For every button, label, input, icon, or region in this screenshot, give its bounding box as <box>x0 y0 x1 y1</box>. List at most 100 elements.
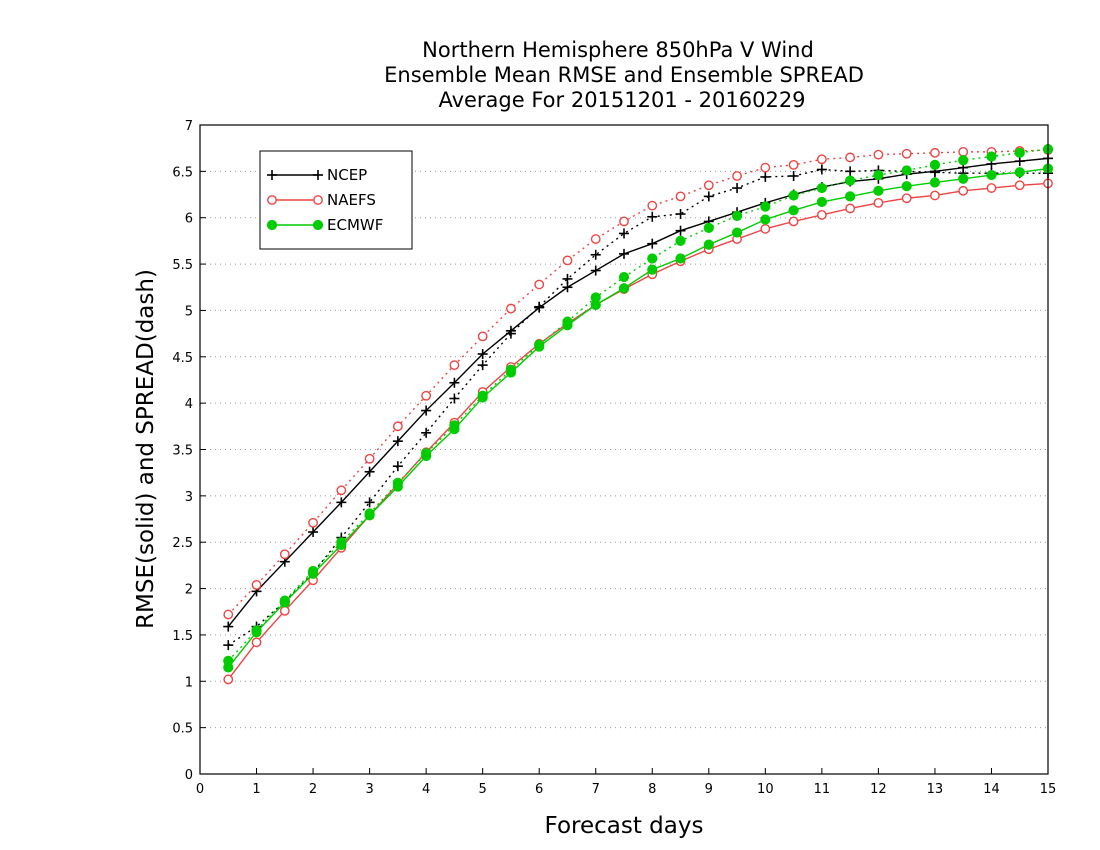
legend-marker-left <box>267 195 277 205</box>
data-point-ecmwf-spread <box>958 155 969 166</box>
data-point-ncep-spread <box>703 191 714 202</box>
data-point-ecmwf-spread <box>760 201 771 212</box>
x-tick-label: 2 <box>309 782 317 797</box>
data-point-ncep-spread <box>223 640 234 651</box>
data-point-naefs-rmse <box>1014 180 1025 191</box>
data-point-naefs-rmse <box>816 210 827 220</box>
data-point-naefs-rmse <box>251 637 262 648</box>
data-point-ecmwf-rmse <box>929 177 941 188</box>
data-point-ecmwf-rmse <box>788 205 799 216</box>
y-tick-label: 6 <box>185 212 193 227</box>
data-point-ecmwf-spread <box>562 316 573 327</box>
data-point-naefs-rmse <box>930 190 940 201</box>
chart-title-line-1: Northern Hemisphere 850hPa V Wind <box>422 38 814 62</box>
data-point-ncep-rmse <box>223 621 234 632</box>
data-point-ecmwf-rmse <box>816 196 827 208</box>
series-layer <box>223 144 1054 685</box>
data-point-ecmwf-rmse <box>1014 167 1025 178</box>
data-point-ecmwf-rmse <box>647 264 658 275</box>
data-point-ecmwf-spread <box>392 477 403 488</box>
data-point-ncep-rmse <box>449 377 460 388</box>
data-point-ecmwf-spread <box>336 537 347 548</box>
data-point-ecmwf-spread <box>986 151 997 162</box>
data-point-naefs-spread <box>816 154 827 165</box>
chart-title: Northern Hemisphere 850hPa V Wind Ensemb… <box>384 38 864 112</box>
y-tick-label: 4.5 <box>172 351 193 366</box>
data-point-ecmwf-spread <box>1014 147 1025 158</box>
data-point-naefs-spread <box>477 331 488 342</box>
x-tick-label: 9 <box>705 782 713 797</box>
x-tick-label: 8 <box>648 782 656 797</box>
data-point-ecmwf-spread <box>251 625 262 636</box>
series-naefs-rmse <box>223 178 1053 685</box>
y-tick-label: 5 <box>185 304 193 319</box>
data-point-ecmwf-spread <box>731 210 743 221</box>
data-point-naefs-spread <box>336 485 347 496</box>
data-point-ecmwf-rmse <box>958 173 969 184</box>
data-point-ecmwf-rmse <box>760 214 771 225</box>
data-point-naefs-rmse <box>873 197 884 208</box>
data-point-ecmwf-spread <box>901 165 912 176</box>
data-point-ecmwf-spread <box>279 595 290 606</box>
data-point-naefs-spread <box>619 216 629 227</box>
x-axis-title: Forecast days <box>545 813 704 839</box>
x-tick-label: 0 <box>196 782 204 797</box>
x-tick-label: 10 <box>757 782 774 797</box>
data-point-naefs-spread <box>590 234 601 244</box>
data-point-naefs-spread <box>845 152 856 163</box>
data-point-naefs-spread <box>421 390 432 401</box>
data-point-naefs-spread <box>308 517 318 528</box>
data-point-ecmwf-spread <box>788 190 799 201</box>
data-point-ecmwf-spread <box>364 508 375 519</box>
data-point-naefs-spread <box>873 149 884 160</box>
data-point-ncep-rmse <box>336 497 347 508</box>
data-point-ecmwf-rmse <box>901 181 912 192</box>
data-point-naefs-rmse <box>760 223 771 234</box>
x-tick-label: 4 <box>422 782 430 797</box>
data-point-ncep-rmse <box>392 436 403 447</box>
data-point-ecmwf-spread <box>477 390 488 401</box>
data-point-ncep-spread <box>845 166 856 177</box>
y-tick-label: 0.5 <box>172 722 193 737</box>
data-point-naefs-spread <box>279 549 290 560</box>
data-point-naefs-spread <box>251 579 262 590</box>
y-axis-ticks: 0 0.5 1 1.5 2 2.5 3 3.5 4 4.5 5 5.5 6 6.5 7 <box>172 119 206 783</box>
data-point-ncep-spread <box>647 211 658 222</box>
x-tick-label: 7 <box>592 782 600 797</box>
data-point-ncep-spread <box>562 273 573 284</box>
chart-title-line-3: Average For 20151201 - 20160229 <box>438 88 805 112</box>
data-point-ncep-spread <box>449 393 460 404</box>
data-point-ecmwf-rmse <box>731 227 743 238</box>
legend-marker-right <box>313 170 323 180</box>
x-tick-label: 3 <box>365 782 373 797</box>
data-point-ecmwf-spread <box>873 169 884 181</box>
data-point-ncep-spread <box>364 497 375 508</box>
data-point-ecmwf-rmse <box>618 283 630 294</box>
x-tick-label: 12 <box>870 782 887 797</box>
data-point-ecmwf-rmse <box>845 191 856 202</box>
data-point-naefs-spread <box>760 162 771 173</box>
x-tick-label: 6 <box>535 782 543 797</box>
legend-marker-left <box>267 170 277 180</box>
x-tick-label: 1 <box>252 782 260 797</box>
data-point-ncep-rmse <box>647 238 658 249</box>
data-point-ncep-spread <box>505 328 516 339</box>
series-line-naefs-rmse <box>227 182 1049 680</box>
x-tick-label: 5 <box>479 782 487 797</box>
x-tick-label: 15 <box>1040 782 1057 797</box>
data-point-ncep-spread <box>619 228 629 239</box>
legend-item-ecmwf: ECMWF <box>266 216 383 234</box>
y-tick-label: 7 <box>185 119 193 134</box>
data-point-naefs-spread <box>449 360 460 371</box>
data-point-naefs-rmse <box>986 183 997 193</box>
y-tick-label: 4 <box>185 397 193 412</box>
chart-title-line-2: Ensemble Mean RMSE and Ensemble SPREAD <box>384 63 864 87</box>
data-point-ncep-spread <box>421 427 432 438</box>
data-point-ncep-spread <box>675 209 686 220</box>
data-point-naefs-spread <box>392 421 403 432</box>
data-point-ecmwf-spread <box>307 565 319 577</box>
data-point-naefs-spread <box>930 147 940 158</box>
data-point-naefs-spread <box>562 255 573 266</box>
data-point-naefs-rmse <box>901 193 912 204</box>
